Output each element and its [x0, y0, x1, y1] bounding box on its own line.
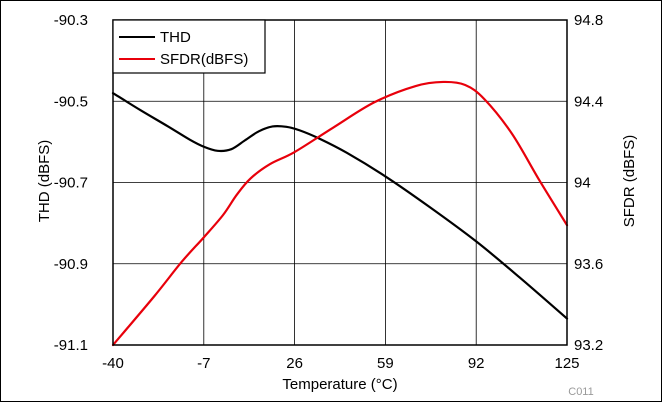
- tick-labels: -40 -7 26 59 92 125 -90.3 -90.5 -90.7 -90.9 -91.1 9…: [54, 12, 603, 372]
- y-right-tick-label: 93.6: [574, 256, 603, 273]
- legend-label-thd: THD: [160, 29, 191, 46]
- y-left-tick-label: -90.9: [54, 256, 88, 273]
- legend-box: [112, 19, 266, 74]
- y-right-tick-label: 93.2: [574, 337, 603, 354]
- y-right-tick-label: 94.4: [574, 93, 603, 110]
- y-axis-right-title: SFDR (dBFS): [621, 135, 638, 228]
- grid-lines: [113, 20, 567, 345]
- x-tick-label: -7: [197, 355, 210, 372]
- y-right-tick-label: 94.8: [574, 12, 603, 29]
- x-tick-label: 125: [554, 355, 579, 372]
- plot-area-frame: [112, 19, 568, 346]
- y-right-tick-label: 94: [574, 175, 591, 192]
- x-axis-title: Temperature (°C): [282, 376, 397, 393]
- y-left-tick-label: -90.3: [54, 12, 88, 29]
- x-tick-label: 26: [286, 355, 303, 372]
- y-left-tick-label: -90.5: [54, 93, 88, 110]
- x-tick-label: -40: [102, 355, 124, 372]
- y-left-tick-label: -90.7: [54, 175, 88, 192]
- series-layer: [111, 80, 569, 347]
- y-axis-left-title: THD (dBFS): [36, 140, 53, 223]
- x-tick-label: 59: [377, 355, 394, 372]
- x-tick-label: 92: [468, 355, 485, 372]
- y-left-tick-label: -91.1: [54, 337, 88, 354]
- series-line-sfdr-dbfs: [111, 80, 569, 347]
- legend: THD SFDR(dBFS): [112, 19, 266, 74]
- series-line-thd: [111, 92, 569, 320]
- legend-label-sfdr: SFDR(dBFS): [160, 51, 248, 68]
- figure-id-label: C011: [568, 386, 593, 398]
